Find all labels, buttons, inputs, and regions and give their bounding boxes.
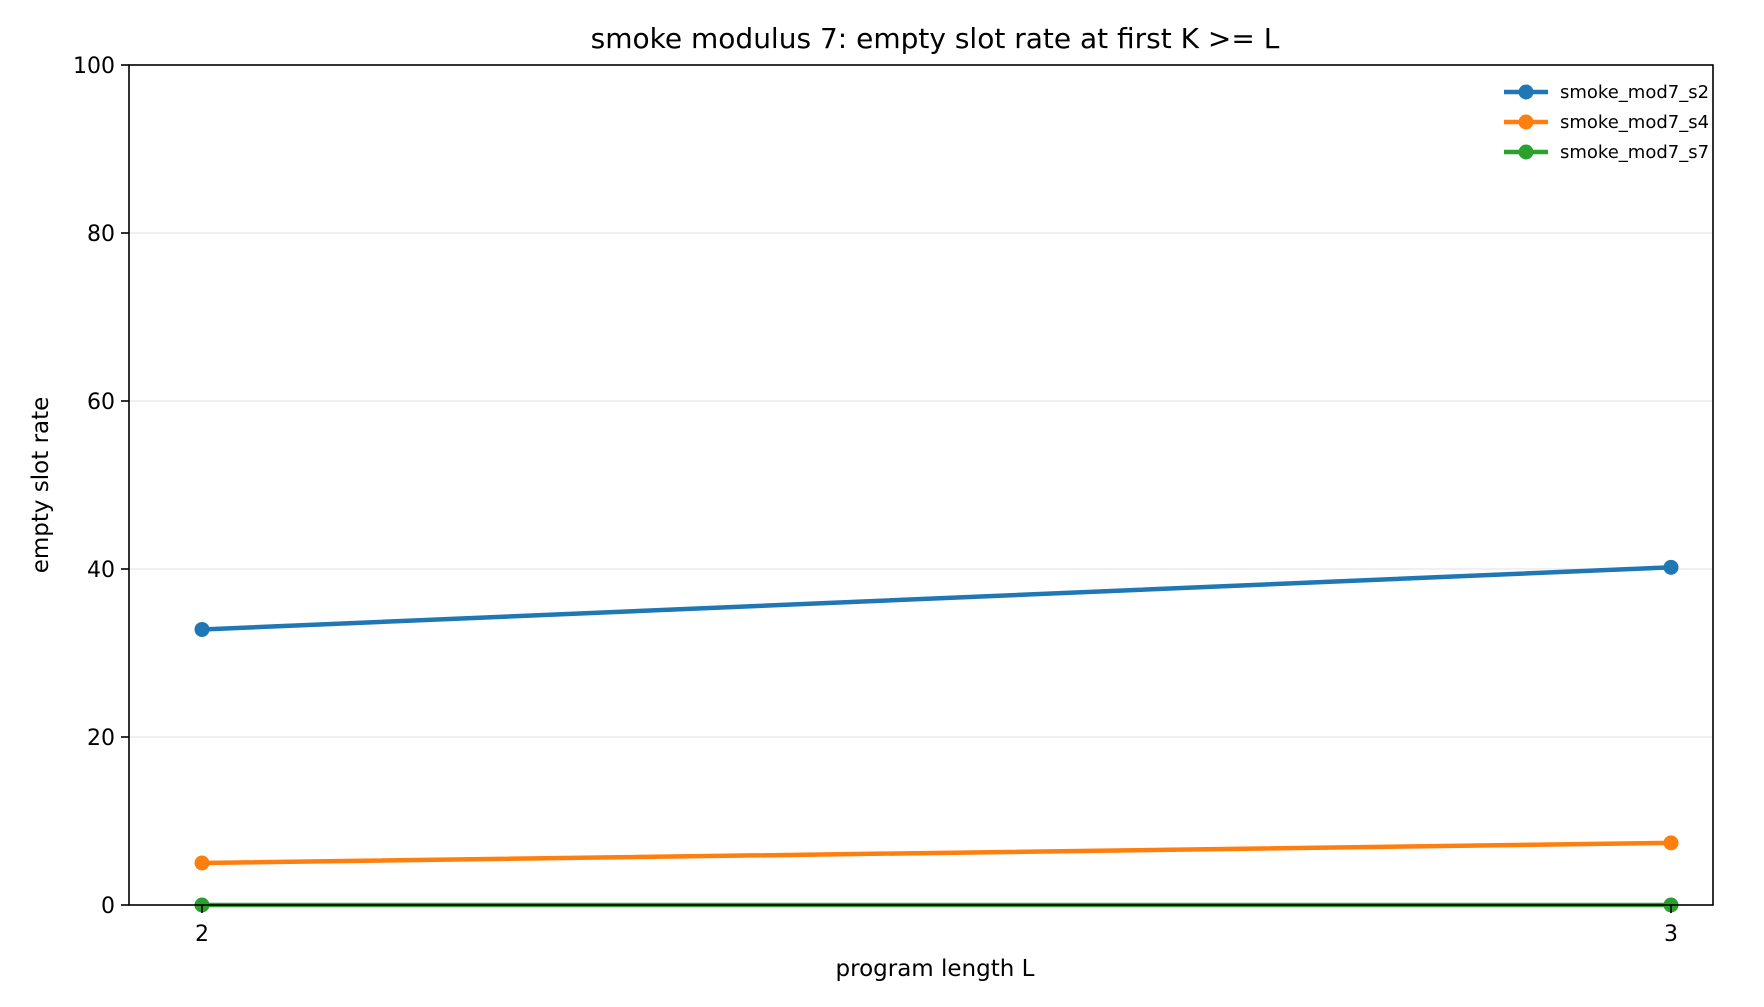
series-smoke_mod7_s2 [194, 559, 1679, 637]
x-tick-label: 3 [1664, 922, 1678, 947]
y-tick-label: 20 [87, 726, 115, 751]
legend-item: smoke_mod7_s4 [1504, 112, 1709, 133]
y-tick-label: 80 [87, 222, 115, 247]
data-point [194, 621, 210, 637]
y-tick-label: 100 [73, 54, 115, 79]
legend-marker [1518, 144, 1534, 160]
chart-title: smoke modulus 7: empty slot rate at firs… [591, 22, 1280, 55]
data-point [194, 855, 210, 871]
x-axis-label: program length L [836, 956, 1035, 982]
legend-label: smoke_mod7_s4 [1560, 112, 1709, 133]
data-point [1663, 835, 1679, 851]
series-line [199, 565, 1674, 632]
legend-item: smoke_mod7_s7 [1504, 142, 1709, 163]
plot-frame [128, 64, 1714, 906]
legend-label: smoke_mod7_s2 [1560, 82, 1709, 103]
y-tick-label: 0 [101, 894, 115, 919]
y-gridlines [129, 232, 1713, 738]
data-point [1663, 559, 1679, 575]
legend-item: smoke_mod7_s2 [1504, 82, 1709, 103]
x-tick-label: 2 [195, 922, 209, 947]
y-axis-label: empty slot rate [28, 397, 54, 574]
y-axis-ticks: 0 20 40 60 80 100 [73, 54, 129, 919]
y-tick-label: 60 [87, 390, 115, 415]
legend: smoke_mod7_s2 smoke_mod7_s4 smoke_mod7_s7 [1504, 82, 1709, 163]
series-smoke_mod7_s4 [194, 835, 1679, 871]
legend-marker [1518, 84, 1534, 100]
legend-marker [1518, 114, 1534, 130]
y-tick-label: 40 [87, 558, 115, 583]
series-line [199, 840, 1674, 866]
legend-label: smoke_mod7_s7 [1560, 142, 1709, 163]
